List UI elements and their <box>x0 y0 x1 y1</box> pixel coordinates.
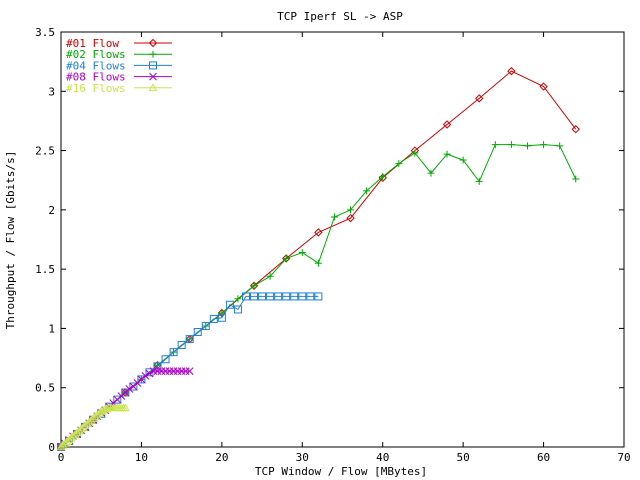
data-point-series-2 <box>218 309 226 317</box>
data-point-series-1 <box>539 82 548 91</box>
data-point-series-2 <box>443 150 451 158</box>
data-point-series-4 <box>145 369 154 378</box>
data-point-series-3 <box>193 327 202 336</box>
y-tick-label: 2 <box>48 204 55 217</box>
legend-label: #02 Flows <box>66 48 126 61</box>
plot-frame <box>60 31 625 448</box>
data-point-series-2 <box>282 254 290 262</box>
data-point-series-3 <box>314 292 323 301</box>
data-point-series-1 <box>314 228 323 237</box>
data-point-series-2 <box>395 160 403 168</box>
data-point-series-2 <box>459 156 467 164</box>
legend-swatch-marker <box>149 61 157 70</box>
data-point-series-2 <box>491 141 499 149</box>
data-point-series-2 <box>363 187 371 195</box>
data-point-series-3 <box>185 335 194 344</box>
data-point-series-2 <box>523 142 531 150</box>
data-point-series-3 <box>169 348 178 357</box>
data-point-series-3 <box>129 382 138 391</box>
data-point-series-3 <box>201 322 210 331</box>
data-point-series-3 <box>298 292 307 301</box>
x-tick-label: 20 <box>215 451 228 464</box>
legend-swatch-marker <box>148 83 158 92</box>
x-tick-label: 0 <box>58 451 65 464</box>
y-tick-label: 1.5 <box>35 263 55 276</box>
data-point-series-4 <box>125 385 134 393</box>
data-point-series-2 <box>475 177 483 185</box>
x-axis-label: TCP Window / Flow [MBytes] <box>255 465 427 478</box>
data-point-series-2 <box>298 249 306 257</box>
data-point-series-5 <box>96 406 106 415</box>
y-tick-label: 3.5 <box>35 26 55 39</box>
data-point-series-1 <box>346 213 355 223</box>
data-point-series-2 <box>540 141 548 149</box>
legend-swatch-marker <box>148 38 158 48</box>
data-point-series-3 <box>137 375 146 384</box>
y-tick-label: 0 <box>48 441 55 454</box>
x-tick-label: 30 <box>296 451 309 464</box>
data-point-series-3 <box>282 292 291 301</box>
legend: #01 Flow#02 Flows#04 Flows#08 Flows#16 F… <box>66 37 172 95</box>
data-point-series-4 <box>141 372 150 380</box>
legend-swatch-marker <box>149 72 157 81</box>
data-point-series-2 <box>411 149 419 157</box>
data-point-series-1 <box>507 66 516 76</box>
data-point-series-2 <box>250 282 258 290</box>
data-point-series-2 <box>347 206 355 214</box>
plot-area: 0 10 20 30 40 50 60 70 0 0.5 1 1.5 2 2.5 3 3.5 <box>35 26 631 464</box>
data-point-series-3 <box>233 305 242 314</box>
data-point-series-3 <box>241 292 250 301</box>
legend-label: #04 Flows <box>66 59 126 72</box>
x-tick-label: 50 <box>457 451 470 464</box>
data-point-series-3 <box>153 362 162 371</box>
data-point-series-1 <box>442 120 452 129</box>
y-tick-label: 1 <box>48 322 55 335</box>
data-point-series-2 <box>379 173 387 181</box>
legend-label: #01 Flow <box>66 37 119 50</box>
data-point-series-3 <box>113 395 122 404</box>
data-point-series-2 <box>556 142 564 150</box>
x-tick-label: 70 <box>617 451 630 464</box>
legend-label: #08 Flows <box>66 71 126 84</box>
data-point-series-3 <box>250 292 259 301</box>
data-point-series-4 <box>185 367 194 375</box>
data-point-series-2 <box>330 213 338 221</box>
x-tick-label: 60 <box>537 451 550 464</box>
data-point-series-3 <box>161 355 170 364</box>
data-point-series-3 <box>209 314 218 323</box>
data-point-series-3 <box>177 341 186 350</box>
data-point-series-3 <box>266 292 275 301</box>
data-point-series-2 <box>572 175 580 183</box>
chart-title: TCP Iperf SL -> ASP <box>277 10 403 23</box>
data-point-series-5 <box>120 403 130 412</box>
data-point-series-3 <box>274 292 283 301</box>
data-point-series-3 <box>121 388 130 397</box>
y-axis-label: Throughput / Flow [Gbits/s] <box>4 151 17 330</box>
legend-swatch-marker <box>149 50 157 58</box>
data-point-series-2 <box>314 259 322 267</box>
data-point-series-3 <box>258 292 267 301</box>
data-point-series-2 <box>507 141 515 149</box>
data-point-series-2 <box>266 272 274 280</box>
data-point-series-3 <box>225 300 234 309</box>
x-tick-label: 40 <box>376 451 389 464</box>
y-tick-label: 0.5 <box>35 382 55 395</box>
data-point-series-2 <box>427 169 435 177</box>
y-tick-label: 3 <box>48 85 55 98</box>
data-point-series-1 <box>571 125 580 134</box>
x-tick-label: 10 <box>135 451 148 464</box>
data-point-series-3 <box>217 313 226 322</box>
data-point-series-1 <box>475 94 484 103</box>
data-point-series-3 <box>290 292 299 301</box>
data-point-series-2 <box>234 295 242 303</box>
legend-label: #16 Flows <box>66 82 126 95</box>
data-point-series-3 <box>306 292 315 301</box>
y-tick-label: 2.5 <box>35 145 55 158</box>
